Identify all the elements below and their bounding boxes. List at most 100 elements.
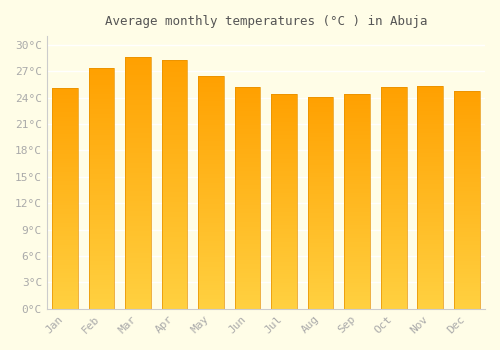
Bar xyxy=(308,230,334,232)
Bar xyxy=(454,143,479,145)
Bar xyxy=(89,210,114,212)
Bar xyxy=(344,261,370,264)
Bar xyxy=(52,262,78,265)
Bar xyxy=(126,100,151,103)
Bar xyxy=(308,271,334,273)
Bar xyxy=(454,206,479,208)
Bar xyxy=(308,220,334,222)
Bar xyxy=(198,141,224,143)
Bar xyxy=(126,248,151,251)
Bar xyxy=(454,163,479,165)
Bar xyxy=(308,201,334,203)
Bar xyxy=(344,139,370,141)
Bar xyxy=(89,157,114,159)
Bar xyxy=(126,115,151,118)
Bar xyxy=(198,232,224,234)
Bar xyxy=(52,194,78,196)
Bar xyxy=(198,304,224,306)
Bar xyxy=(308,135,334,137)
Bar xyxy=(308,158,334,160)
Bar xyxy=(308,228,334,230)
Bar xyxy=(89,186,114,188)
Bar xyxy=(344,141,370,144)
Bar xyxy=(418,282,443,284)
Bar xyxy=(198,113,224,115)
Bar xyxy=(198,267,224,269)
Bar xyxy=(126,276,151,279)
Bar xyxy=(308,256,334,258)
Bar xyxy=(52,187,78,190)
Bar xyxy=(381,154,406,156)
Bar xyxy=(272,182,297,184)
Bar xyxy=(418,253,443,255)
Bar xyxy=(381,238,406,240)
Bar xyxy=(235,293,260,295)
Bar xyxy=(126,226,151,228)
Bar xyxy=(235,149,260,152)
Bar xyxy=(272,124,297,126)
Bar xyxy=(308,262,334,264)
Bar xyxy=(454,237,479,239)
Bar xyxy=(418,97,443,100)
Bar xyxy=(418,215,443,217)
Bar xyxy=(52,280,78,282)
Bar xyxy=(272,219,297,221)
Bar xyxy=(162,174,188,177)
Bar xyxy=(235,132,260,134)
Bar xyxy=(454,252,479,254)
Bar xyxy=(52,207,78,209)
Bar xyxy=(272,118,297,120)
Bar xyxy=(272,206,297,208)
Bar xyxy=(344,223,370,225)
Bar xyxy=(235,271,260,273)
Bar xyxy=(235,160,260,162)
Bar xyxy=(381,182,406,185)
Bar xyxy=(418,166,443,169)
Bar xyxy=(272,120,297,122)
Bar xyxy=(344,189,370,191)
Bar xyxy=(381,222,406,225)
Bar xyxy=(272,180,297,182)
Bar xyxy=(52,176,78,178)
Bar xyxy=(418,204,443,206)
Bar xyxy=(454,169,479,171)
Bar xyxy=(418,108,443,111)
Bar xyxy=(126,95,151,97)
Bar xyxy=(162,85,188,87)
Bar xyxy=(381,165,406,167)
Bar xyxy=(89,138,114,140)
Bar xyxy=(454,95,479,97)
Bar xyxy=(126,218,151,221)
Bar xyxy=(235,176,260,178)
Bar xyxy=(308,294,334,296)
Bar xyxy=(162,234,188,237)
Bar xyxy=(162,130,188,132)
Bar xyxy=(89,203,114,205)
Bar xyxy=(52,108,78,110)
Bar xyxy=(126,57,151,60)
Bar xyxy=(126,281,151,284)
Bar xyxy=(418,222,443,224)
Bar xyxy=(126,163,151,166)
Bar xyxy=(126,216,151,218)
Bar xyxy=(272,148,297,150)
Bar xyxy=(272,197,297,199)
Bar xyxy=(198,279,224,281)
Bar xyxy=(454,215,479,217)
Bar xyxy=(198,218,224,220)
Bar xyxy=(198,192,224,195)
Bar xyxy=(126,188,151,190)
Bar xyxy=(308,277,334,279)
Bar xyxy=(454,204,479,206)
Bar xyxy=(344,221,370,223)
Bar xyxy=(235,287,260,289)
Bar xyxy=(381,218,406,220)
Bar xyxy=(126,271,151,274)
Bar xyxy=(126,80,151,82)
Bar xyxy=(418,260,443,262)
Bar xyxy=(235,107,260,109)
Bar xyxy=(52,291,78,293)
Bar xyxy=(418,248,443,251)
Bar xyxy=(418,104,443,106)
Bar xyxy=(126,135,151,138)
